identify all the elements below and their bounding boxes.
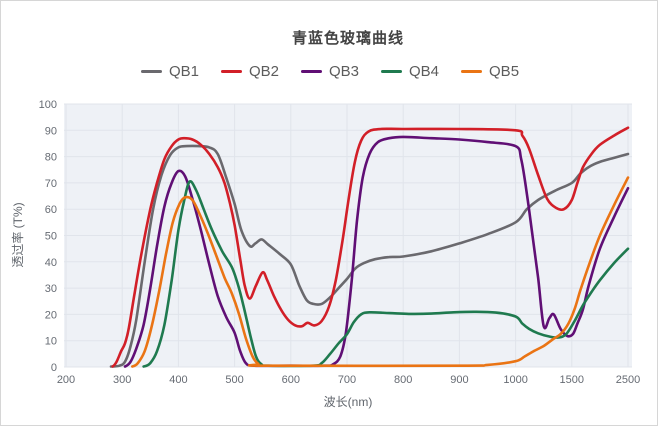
y-axis-title: 透过率 (T%) (11, 202, 25, 268)
x-tick-label: 300 (113, 374, 131, 386)
legend-label: QB1 (168, 63, 199, 80)
legend-label: QB3 (328, 63, 359, 80)
y-tick-label: 40 (45, 257, 57, 269)
x-tick-label: 2500 (616, 374, 640, 386)
x-axis-title: 波长(nm) (323, 395, 373, 409)
x-tick-label: 900 (450, 374, 468, 386)
y-tick-label: 70 (45, 178, 57, 190)
x-tick-label: 1500 (560, 374, 584, 386)
legend-dash-icon (300, 70, 322, 73)
legend-dash-icon (220, 70, 242, 73)
y-tick-label: 0 (51, 362, 57, 374)
legend-item-QB4[interactable]: QB4 (381, 63, 439, 80)
legend-dash-icon (381, 70, 402, 73)
legend-item-QB1[interactable]: QB1 (140, 63, 199, 80)
chart-title: 青蓝色玻璃曲线 (291, 30, 404, 47)
y-tick-label: 90 (45, 125, 57, 137)
series-line-QB2 (111, 126, 630, 368)
x-tick-label: 400 (169, 374, 187, 386)
x-tick-label: 1000 (503, 374, 527, 386)
legend-item-QB2[interactable]: QB2 (220, 63, 279, 80)
y-tick-label: 80 (45, 152, 57, 164)
x-tick-label: 800 (394, 374, 412, 386)
legend-dash-icon (461, 70, 483, 73)
y-tick-label: 60 (45, 204, 57, 216)
y-tick-label: 10 (45, 336, 57, 348)
legend: QB1 QB2 QB3 QB4 QB5 (1, 63, 657, 80)
legend-item-QB5[interactable]: QB5 (461, 63, 519, 80)
series-line-QB3 (123, 135, 630, 368)
legend-dash-icon (140, 70, 162, 73)
y-tick-label: 50 (45, 231, 57, 243)
legend-item-QB3[interactable]: QB3 (300, 63, 359, 80)
series-line-QB5 (131, 176, 630, 368)
legend-label: QB2 (248, 63, 279, 80)
legend-label: QB4 (409, 63, 440, 80)
legend-label: QB5 (489, 63, 520, 80)
y-tick-label: 30 (45, 283, 57, 295)
x-tick-label: 500 (225, 374, 243, 386)
y-tick-label: 100 (39, 99, 57, 111)
x-tick-label: 200 (57, 374, 75, 386)
x-tick-label: 700 (338, 374, 356, 386)
x-tick-label: 600 (282, 374, 300, 386)
y-tick-label: 20 (45, 309, 57, 321)
